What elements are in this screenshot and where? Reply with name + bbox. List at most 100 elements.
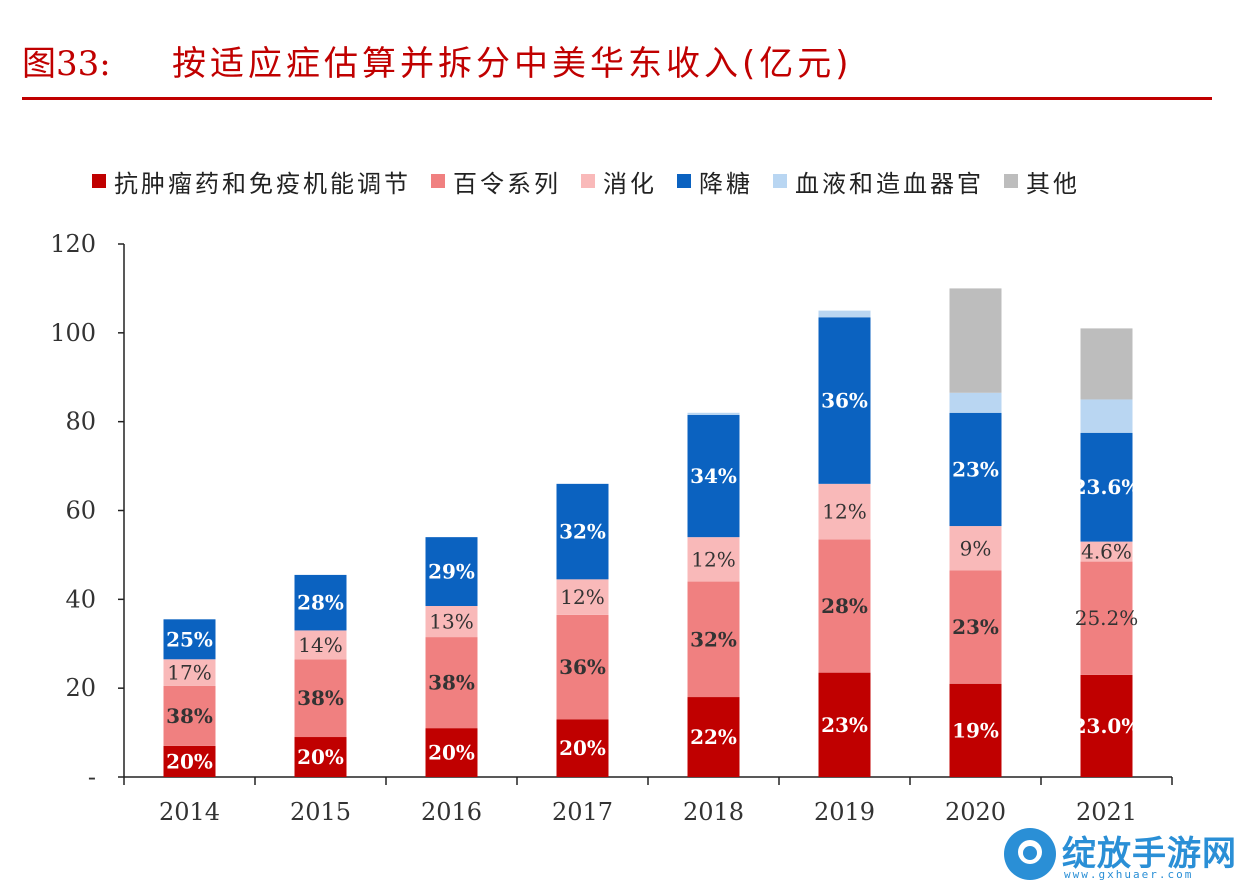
data-label: 23% (821, 713, 868, 737)
data-label: 13% (429, 610, 473, 634)
data-label: 20% (559, 736, 606, 760)
legend-item: 血液和造血器官 (773, 164, 984, 199)
title-divider (22, 97, 1212, 100)
bar-segment (818, 539, 871, 673)
data-label: 23% (952, 457, 999, 481)
data-label: 25% (166, 627, 213, 651)
data-label: 17% (167, 661, 211, 685)
data-label: 19% (952, 718, 999, 742)
legend-label: 降糖 (699, 169, 753, 198)
x-tick-label: 2015 (290, 798, 351, 826)
legend-swatch (677, 174, 691, 188)
data-label: 20% (166, 749, 213, 773)
bar-segment (163, 745, 216, 777)
x-tick-label: 2018 (683, 798, 744, 826)
bar-segment (1080, 674, 1133, 777)
data-label: 36% (559, 655, 606, 679)
bar-segment (818, 310, 871, 318)
bar-segment (425, 728, 478, 777)
legend-item: 降糖 (677, 164, 753, 199)
y-tick-label: 100 (50, 319, 96, 347)
bar-segment (425, 605, 478, 638)
bar-segment (687, 412, 740, 416)
y-tick-label: - (88, 763, 96, 791)
data-label: 20% (297, 745, 344, 769)
bar-segment (425, 537, 478, 606)
watermark: 绽放手游网 www.gxhuaer.com (1000, 826, 1246, 886)
bar-segment (687, 537, 740, 582)
bar-segment (1080, 399, 1133, 433)
bar-segment (949, 526, 1002, 571)
bar-segment (949, 288, 1002, 393)
bar-segment (294, 630, 347, 660)
figure-header: 图33: 按适应症估算并拆分中美华东收入(亿元) (22, 28, 1212, 88)
legend-item: 其他 (1004, 164, 1080, 199)
legend-swatch (431, 174, 445, 188)
y-tick-label: 60 (65, 497, 96, 525)
chart-legend: 抗肿瘤药和免疫机能调节 百令系列 消化 降糖 血液和造血器官 其他 (92, 164, 1100, 198)
x-tick-label: 2016 (421, 798, 482, 826)
data-label: 25.2% (1075, 606, 1139, 630)
legend-label: 其他 (1026, 169, 1080, 198)
data-label: 4.6% (1081, 540, 1132, 564)
legend-label: 抗肿瘤药和免疫机能调节 (114, 169, 411, 198)
data-label: 34% (690, 464, 737, 488)
legend-swatch (92, 174, 106, 188)
bar-segment (294, 737, 347, 777)
data-label: 38% (297, 686, 344, 710)
y-tick-label: 40 (65, 585, 96, 613)
data-label: 12% (691, 547, 735, 571)
bar-segment (949, 570, 1002, 684)
bar-segment (556, 614, 609, 720)
bar-segment (163, 659, 216, 686)
data-label: 14% (298, 633, 342, 657)
bar-segment (818, 672, 871, 777)
bar-segment (163, 685, 216, 746)
x-tick-label: 2020 (945, 798, 1006, 826)
bar-segment (949, 412, 1002, 527)
bar-segment (1080, 561, 1133, 675)
x-tick-label: 2014 (159, 798, 220, 826)
bar-segment (949, 683, 1002, 777)
bar-segment (687, 581, 740, 698)
bar-segment (556, 719, 609, 777)
bar-segment (294, 574, 347, 631)
data-label: 38% (428, 671, 475, 695)
legend-item: 抗肿瘤药和免疫机能调节 (92, 164, 411, 199)
bar-segment (687, 415, 740, 538)
data-label: 20% (428, 741, 475, 765)
data-label: 29% (428, 560, 475, 584)
data-label: 38% (166, 704, 213, 728)
legend-swatch (1004, 174, 1018, 188)
octopus-logo-icon (1004, 828, 1056, 880)
y-tick-label: 120 (50, 230, 96, 258)
x-tick-label: 2017 (552, 798, 613, 826)
data-label: 36% (821, 389, 868, 413)
data-label: 22% (690, 725, 737, 749)
bar-segment (163, 619, 216, 660)
bar-segment (687, 697, 740, 777)
legend-swatch (773, 174, 787, 188)
y-tick-label: 20 (65, 674, 96, 702)
data-label: 32% (690, 627, 737, 651)
data-label: 28% (821, 594, 868, 618)
data-label: 23.6% (1073, 475, 1141, 499)
x-tick-label: 2019 (814, 798, 875, 826)
bar-segment (425, 637, 478, 729)
legend-item: 消化 (581, 164, 657, 199)
bar-segment (1080, 432, 1133, 542)
figure-number: 图33: (22, 44, 111, 84)
data-label: 12% (560, 585, 604, 609)
legend-label: 血液和造血器官 (795, 169, 984, 198)
legend-swatch (581, 174, 595, 188)
bar-segment (294, 659, 347, 738)
data-label: 32% (559, 520, 606, 544)
legend-label: 消化 (603, 169, 657, 198)
y-tick-label: 80 (65, 408, 96, 436)
watermark-text: 绽放手游网 (1062, 834, 1237, 874)
legend-item: 百令系列 (431, 164, 561, 199)
watermark-url: www.gxhuaer.com (1064, 868, 1194, 881)
bar-segment (556, 483, 609, 580)
bar-segment (1080, 541, 1133, 562)
